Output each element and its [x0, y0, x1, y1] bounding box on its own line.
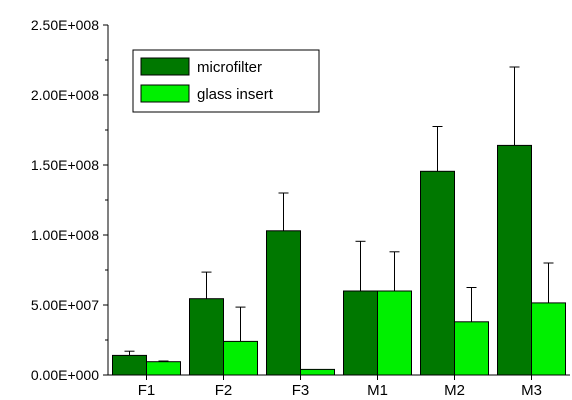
y-tick-label: 1.00E+008: [31, 227, 99, 243]
error-bar-microfilter-M1: [355, 240, 366, 291]
bar-glass-insert-F1: [146, 361, 181, 376]
error-bar-glass-insert-M3: [543, 262, 554, 303]
error-bar-microfilter-F2: [201, 271, 212, 299]
y-tick-label: 1.50E+008: [31, 157, 99, 173]
error-bars-layer: [124, 66, 554, 362]
y-tick-label: 5.00E+007: [31, 297, 99, 313]
x-tick-label: M2: [444, 382, 465, 399]
y-tick-label: 2.00E+008: [31, 87, 99, 103]
legend: microfilter glass insert: [132, 49, 320, 113]
bar-microfilter-F2: [189, 298, 224, 376]
legend-swatch-microfilter: [140, 57, 190, 76]
error-bar-glass-insert-M2: [466, 287, 477, 322]
error-bar-microfilter-M3: [509, 66, 520, 146]
bar-glass-insert-F3: [300, 368, 335, 376]
y-tick-label: 0.00E+000: [31, 367, 99, 383]
bar-microfilter-M2: [420, 170, 455, 376]
bar-glass-insert-M3: [531, 302, 566, 376]
error-bar-microfilter-F1: [124, 350, 135, 356]
y-tick-label: 2.50E+008: [31, 17, 99, 33]
error-bar-microfilter-F3: [278, 192, 289, 231]
bar-glass-insert-F2: [223, 340, 258, 376]
error-bar-glass-insert-M1: [389, 251, 400, 291]
bar-microfilter-M1: [343, 290, 378, 376]
legend-label-glass-insert: glass insert: [197, 86, 274, 103]
bar-glass-insert-M1: [377, 290, 412, 376]
bar-microfilter-F3: [266, 230, 301, 376]
legend-swatch-glass-insert: [140, 84, 190, 103]
bars-layer: [112, 144, 566, 376]
x-tick-label: F2: [215, 382, 233, 399]
bar-microfilter-F1: [112, 354, 147, 376]
x-tick-label: M1: [367, 382, 388, 399]
bar-glass-insert-M2: [454, 321, 489, 376]
axes-layer: 0.00E+000 5.00E+007 1.00E+008 1.50E+008 2.00…: [31, 17, 570, 399]
x-tick-label: F1: [138, 382, 156, 399]
x-tick-label: M3: [521, 382, 542, 399]
error-bar-microfilter-M2: [432, 126, 443, 172]
legend-label-microfilter: microfilter: [197, 59, 262, 76]
x-tick-label: F3: [292, 382, 310, 399]
error-bar-glass-insert-F2: [235, 306, 246, 342]
bar-microfilter-M3: [497, 144, 532, 376]
error-bar-glass-insert-F1: [158, 360, 169, 362]
